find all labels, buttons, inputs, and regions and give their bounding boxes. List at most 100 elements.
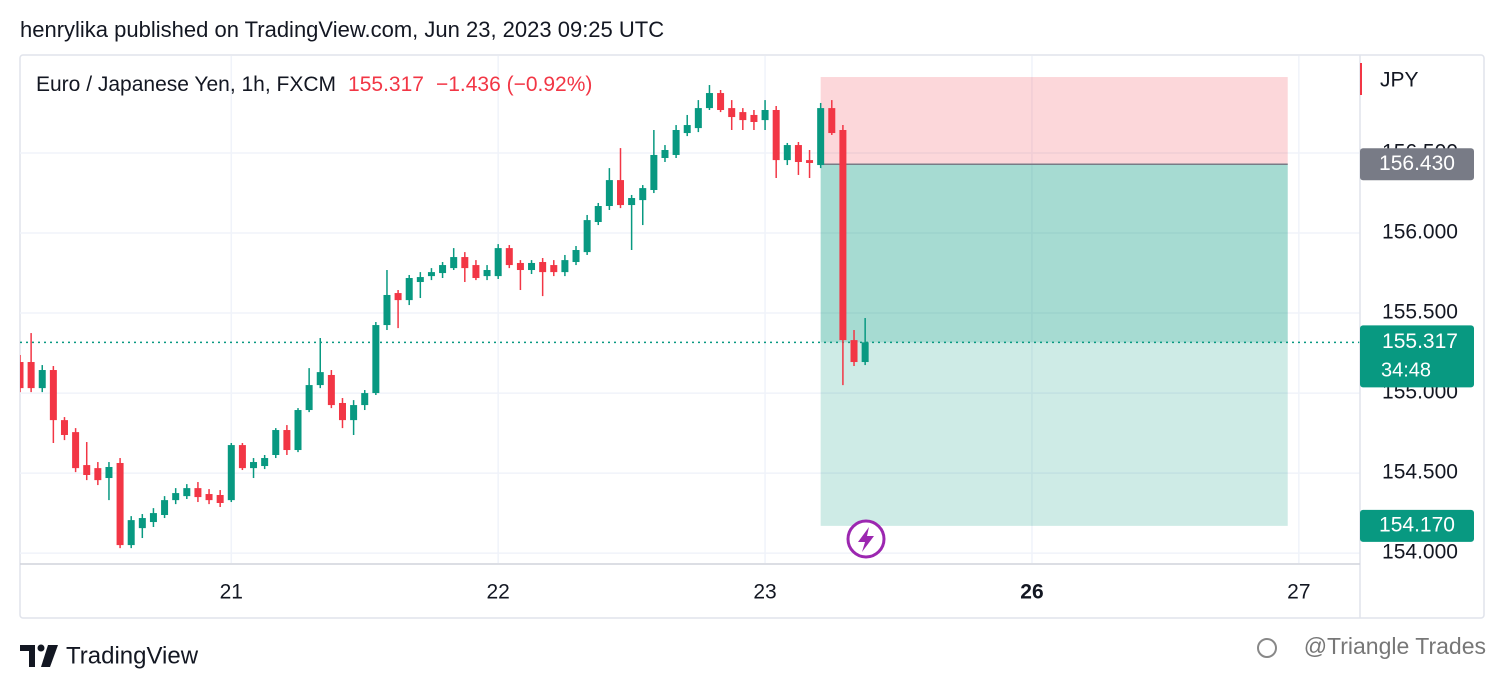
candle-body [672, 130, 680, 155]
candle-body [20, 362, 24, 389]
candle-body [739, 112, 747, 121]
candle-body [772, 110, 780, 161]
logo-seven [20, 645, 35, 667]
candle-body [327, 374, 335, 406]
candle-body [683, 125, 691, 134]
candle-body [27, 362, 35, 389]
x-tick-label: 22 [486, 581, 509, 604]
y-tick-label: 156.000 [1382, 221, 1458, 244]
axes: 154.000154.500155.000155.500156.000156.5… [220, 141, 1474, 604]
candle-body [472, 265, 480, 279]
candle-body [516, 262, 524, 271]
candle-body [238, 445, 246, 469]
candle-body [839, 130, 847, 341]
candle-body [794, 145, 802, 163]
legend-change: −1.436 (−0.92%) [436, 73, 592, 96]
brand-logo [20, 644, 58, 667]
logo-dot [37, 644, 45, 652]
candle-body [461, 257, 469, 269]
candle-body [72, 432, 80, 469]
candle-body [783, 145, 791, 161]
candle-body [828, 108, 836, 134]
candle-body [127, 520, 135, 546]
stop-zone [820, 77, 1288, 165]
candle-body [861, 342, 869, 363]
candle-body [850, 340, 858, 363]
currency-label: JPY [1380, 69, 1419, 92]
candle-body [705, 93, 713, 109]
candle-body [650, 154, 658, 191]
y-tick-label: 154.000 [1382, 541, 1458, 564]
candle-body [661, 150, 669, 159]
candle-body [583, 220, 591, 253]
candle-body [272, 430, 280, 455]
x-tick-label: 21 [220, 581, 243, 604]
candle-body [561, 260, 569, 273]
candle-body [83, 465, 91, 475]
legend: Euro / Japanese Yen, 1h, FXCM 155.317 −1.4… [36, 73, 592, 96]
candle-body [405, 278, 413, 301]
byline: henrylika published on TradingView.com, … [20, 17, 664, 42]
candle-body [305, 385, 313, 411]
last-price-label: 155.317 [1382, 330, 1458, 353]
candle-body [172, 493, 180, 501]
candle-body [338, 402, 346, 421]
open-profit-zone [820, 164, 1288, 343]
symbol-label: Euro / Japanese Yen, 1h, FXCM [36, 73, 336, 96]
candle-body [105, 466, 113, 479]
plot-area [20, 77, 1360, 549]
candle-body [49, 370, 57, 421]
candle-body [261, 458, 269, 467]
candle-body [216, 494, 224, 503]
y-tick-label: 155.500 [1382, 301, 1458, 324]
candle-body [161, 500, 169, 515]
x-tick-label: 26 [1020, 581, 1043, 604]
legend-price: 155.317 [348, 73, 424, 96]
candle-body [116, 462, 124, 546]
candle-body [38, 370, 46, 389]
alert-bolt [858, 527, 874, 552]
target-badge [1360, 509, 1474, 542]
candle-body [728, 108, 736, 118]
candle-body [194, 488, 202, 498]
candle-body [372, 325, 380, 394]
candle-body [806, 160, 814, 163]
candle-body [528, 262, 536, 271]
candle-body [717, 93, 725, 111]
entry-badge [1360, 148, 1474, 181]
candle-body [639, 188, 647, 201]
alert-icon[interactable] [846, 519, 886, 559]
candle-body [250, 462, 258, 469]
candle-body [483, 270, 491, 277]
candle-body [616, 180, 624, 206]
candle-body [605, 180, 613, 207]
x-tick-label: 23 [753, 581, 776, 604]
candle-body [539, 262, 547, 273]
watermark-icon [1257, 638, 1277, 658]
candle-body [594, 206, 602, 223]
candle-body [572, 250, 580, 263]
brand-name: TradingView [66, 642, 199, 669]
candle-body [750, 114, 758, 123]
candle-body [416, 277, 424, 283]
entry-badge-label: 156.430 [1379, 152, 1455, 175]
candle-body [694, 108, 702, 129]
countdown-label: 34:48 [1381, 360, 1431, 382]
candle-body [550, 265, 558, 273]
candle-body [505, 248, 513, 266]
candle-body [361, 393, 369, 406]
candle-body [205, 494, 213, 501]
candle-body [183, 488, 191, 497]
candle-body [138, 518, 146, 529]
candle-body [227, 445, 235, 501]
y-tick-label: 154.500 [1382, 461, 1458, 484]
candle-body [316, 372, 324, 386]
candle-body [94, 468, 102, 481]
candle-body [450, 257, 458, 269]
candle-body [283, 430, 291, 451]
chart-frame [19, 54, 1485, 619]
candle-body [628, 198, 636, 206]
target-zone [820, 164, 1288, 526]
candle-body [494, 248, 502, 277]
